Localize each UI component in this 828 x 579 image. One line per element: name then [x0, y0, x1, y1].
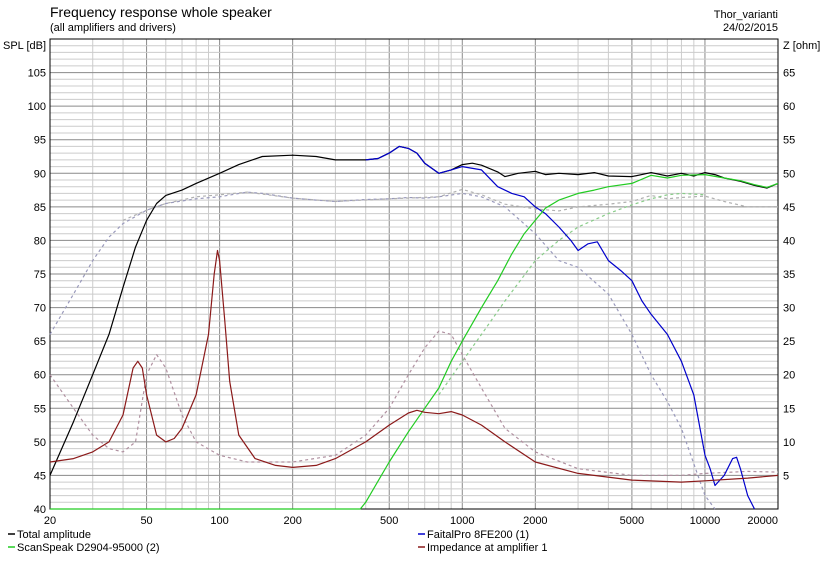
y-tick-label: 90	[34, 168, 46, 180]
series-line-0	[49, 145, 779, 476]
y-tick-labels: 40 45 50 55 60 65 70 75 80 85 90 95 100 105	[28, 68, 46, 516]
y2-tick-label: 45	[783, 202, 795, 214]
series-line-3	[49, 249, 779, 483]
y-tick-label: 50	[34, 437, 46, 449]
y2-tick-label: 10	[783, 437, 795, 449]
y-tick-label: 70	[34, 303, 46, 315]
grid	[50, 39, 778, 509]
y-tick-label: 45	[34, 470, 46, 482]
y2-tick-labels: 5 10 15 20 25 30 35 40 45 50 55 60 65	[783, 68, 795, 483]
x-tick-label: 2000	[523, 515, 547, 527]
y2-tick-label: 30	[783, 303, 795, 315]
x-tick-label: 5000	[620, 515, 644, 527]
y2-tick-label: 65	[783, 68, 795, 80]
legend-label: Impedance at amplifier 1	[427, 542, 547, 554]
y-tick-label: 85	[34, 202, 46, 214]
y-tick-label: 40	[34, 504, 46, 516]
y2-tick-label: 25	[783, 336, 795, 348]
y2-tick-label: 20	[783, 370, 795, 382]
x-tick-label: 20	[44, 515, 56, 527]
y-tick-label: 75	[34, 269, 46, 281]
series-line-6	[438, 192, 706, 396]
y2-tick-label: 5	[783, 470, 789, 482]
y2-tick-label: 40	[783, 235, 795, 247]
series-line-7	[49, 330, 779, 476]
x-tick-label: 200	[283, 515, 301, 527]
y-tick-label: 60	[34, 370, 46, 382]
y-tick-label: 55	[34, 403, 46, 415]
series-line-4	[49, 191, 716, 510]
y2-tick-label: 15	[783, 403, 795, 415]
legend-label: Total amplitude	[17, 529, 91, 541]
x-tick-labels: 20 50 100 200 500 1000 2000 5000 10000 20000	[44, 515, 778, 527]
y-axis-label: SPL [dB]	[3, 40, 46, 52]
x-tick-label: 50	[140, 515, 152, 527]
legend-label: FaitalPro 8FE200 (1)	[427, 529, 529, 541]
y-tick-label: 95	[34, 135, 46, 147]
y2-tick-label: 50	[783, 168, 795, 180]
series-line-1	[365, 145, 756, 510]
y-tick-label: 100	[28, 101, 46, 113]
y2-tick-label: 35	[783, 269, 795, 281]
y-tick-label: 105	[28, 68, 46, 80]
x-tick-label: 20000	[747, 515, 778, 527]
legend: Total amplitude FaitalPro 8FE200 (1) ScanS…	[8, 529, 547, 554]
y2-tick-label: 55	[783, 135, 795, 147]
project-name: Thor_varianti	[714, 9, 778, 21]
x-tick-label: 500	[380, 515, 398, 527]
y2-axis-label: Z [ohm]	[783, 40, 820, 52]
chart-subtitle: (all amplifiers and drivers)	[50, 22, 176, 34]
chart-title: Frequency response whole speaker	[50, 4, 272, 20]
x-tick-label: 1000	[450, 515, 474, 527]
y-tick-label: 80	[34, 235, 46, 247]
series-lines	[49, 145, 779, 510]
y2-tick-label: 60	[783, 101, 795, 113]
x-tick-label: 100	[210, 515, 228, 527]
plot-frame	[49, 38, 779, 510]
series-line-5	[122, 188, 778, 221]
x-tick-label: 10000	[690, 515, 721, 527]
project-date: 24/02/2015	[723, 22, 778, 34]
series-line-2	[50, 174, 779, 510]
legend-label: ScanSpeak D2904-95000 (2)	[17, 542, 159, 554]
y-tick-label: 65	[34, 336, 46, 348]
